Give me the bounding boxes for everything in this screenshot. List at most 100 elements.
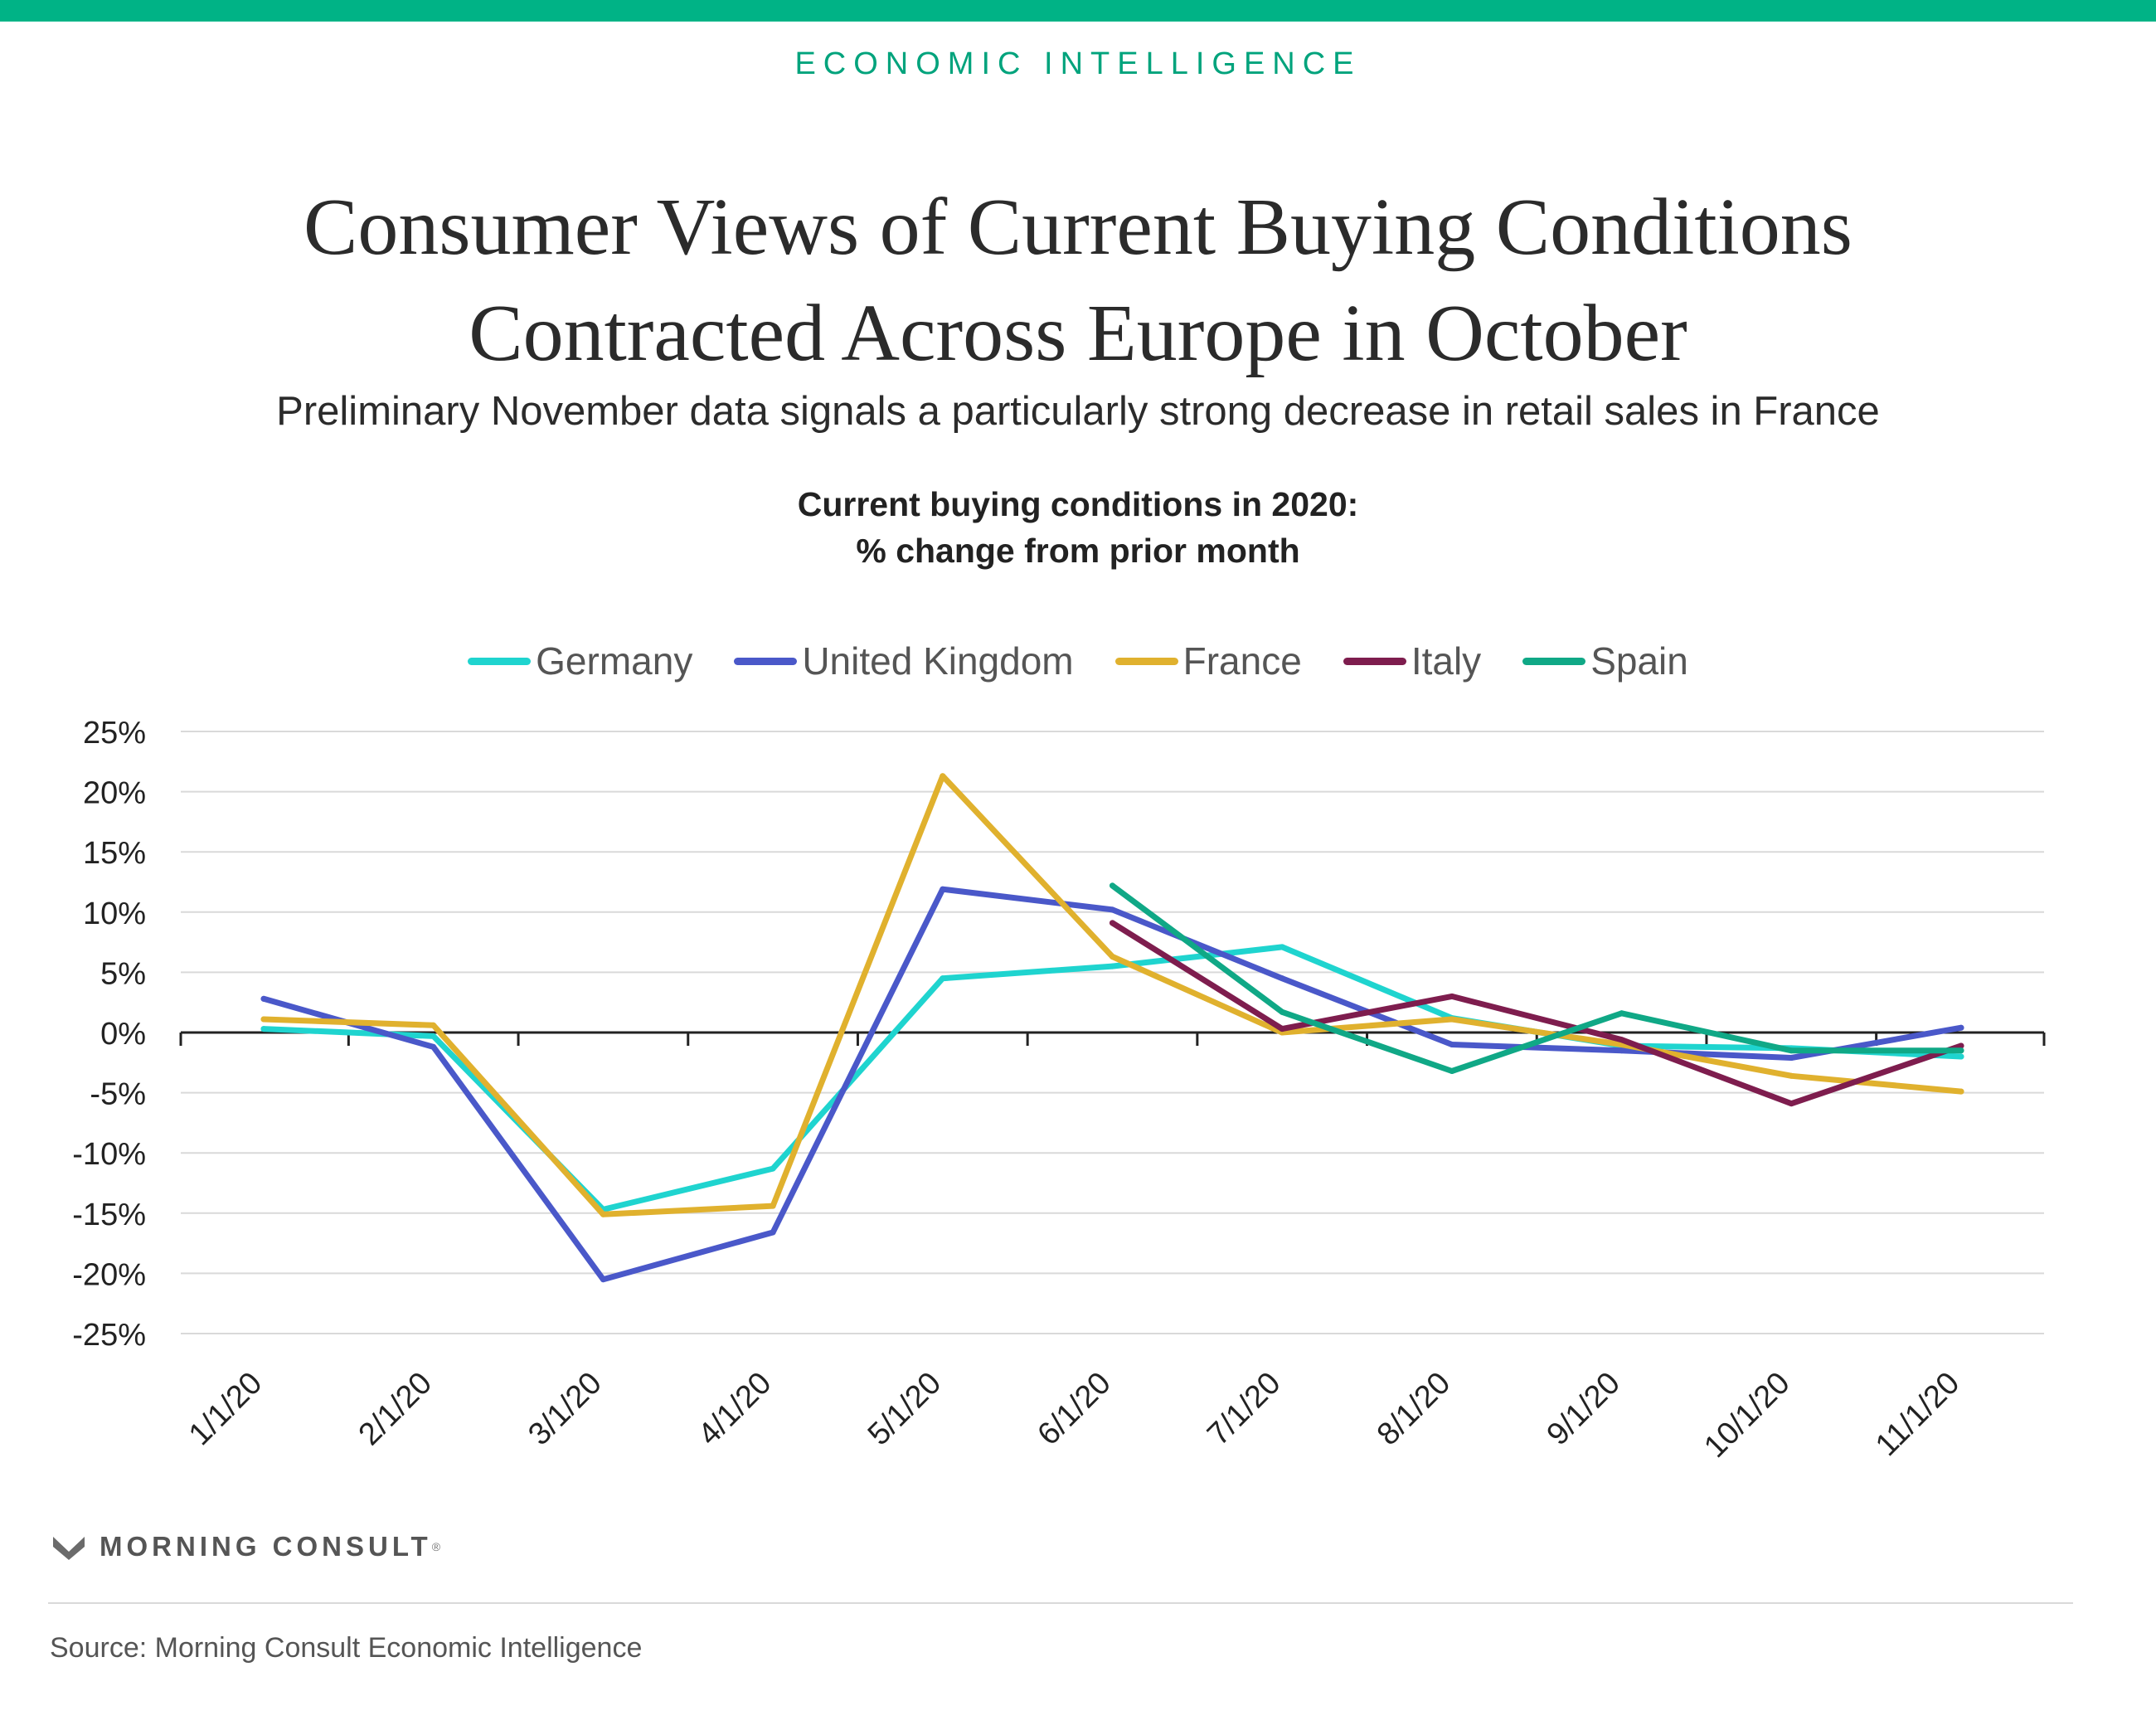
data-point bbox=[1958, 1047, 1964, 1054]
x-tick-label: 5/1/20 bbox=[862, 1366, 948, 1452]
legend-label: United Kingdom bbox=[802, 639, 1074, 683]
data-point bbox=[600, 1276, 606, 1283]
footer-divider bbox=[48, 1602, 2073, 1604]
chart-title: Current buying conditions in 2020: % cha… bbox=[0, 481, 2156, 574]
legend-swatch bbox=[1343, 657, 1406, 665]
y-tick-label: -20% bbox=[72, 1257, 146, 1292]
data-point bbox=[1449, 1067, 1455, 1074]
y-tick-label: 15% bbox=[83, 836, 146, 871]
x-axis-tick-labels: 1/1/20 2/1/20 3/1/20 4/1/20 5/1/20 6/1/20 7/1/… bbox=[182, 1366, 1966, 1465]
brand-registered-mark: ® bbox=[431, 1540, 441, 1553]
data-point bbox=[1279, 975, 1285, 982]
data-point bbox=[1958, 1088, 1964, 1095]
legend-label: France bbox=[1182, 639, 1302, 683]
x-tick-label: 2/1/20 bbox=[352, 1366, 439, 1452]
legend-swatch bbox=[468, 657, 532, 665]
data-point bbox=[1788, 1054, 1794, 1061]
line-chart: 25% 20% 15% 10% 5% 0% -5% -10% -15% -20% -25% 1/1/… bbox=[72, 716, 2046, 1465]
data-point bbox=[430, 1022, 437, 1028]
data-point bbox=[600, 1211, 606, 1217]
source-note: Source: Morning Consult Economic Intelli… bbox=[50, 1632, 643, 1664]
legend-swatch bbox=[1522, 657, 1586, 665]
y-tick-label: 25% bbox=[83, 716, 146, 751]
data-point bbox=[1788, 1047, 1794, 1054]
series-line-france bbox=[260, 773, 1964, 1217]
x-tick-label: 10/1/20 bbox=[1697, 1366, 1796, 1465]
data-point bbox=[1619, 1037, 1625, 1043]
data-point bbox=[1110, 882, 1115, 889]
chart-title-line-2: % change from prior month bbox=[856, 532, 1300, 570]
legend-label: Italy bbox=[1411, 639, 1482, 683]
data-point bbox=[1449, 1042, 1455, 1048]
data-point bbox=[1279, 944, 1285, 950]
y-tick-label: -10% bbox=[72, 1137, 146, 1172]
series-line-germany bbox=[260, 944, 1964, 1212]
legend-label: Germany bbox=[536, 639, 693, 683]
y-tick-label: -25% bbox=[72, 1318, 146, 1353]
legend-swatch bbox=[1114, 657, 1178, 665]
legend-swatch bbox=[734, 657, 798, 665]
top-accent-bar bbox=[0, 0, 2156, 22]
data-point bbox=[1449, 993, 1455, 999]
series-lines bbox=[260, 773, 1964, 1283]
data-point bbox=[1279, 1026, 1285, 1033]
brand-footer: MORNING CONSULT ® bbox=[51, 1531, 440, 1562]
y-axis-tick-labels: 25% 20% 15% 10% 5% 0% -5% -10% -15% -20% -25% bbox=[72, 716, 146, 1353]
data-point bbox=[1110, 963, 1115, 969]
chart-legend: Germany United Kingdom France Italy Spain bbox=[0, 639, 2156, 683]
data-point bbox=[1958, 1024, 1964, 1031]
legend-item: Italy bbox=[1343, 639, 1481, 683]
y-tick-label: 20% bbox=[83, 776, 146, 811]
data-point bbox=[1788, 1101, 1794, 1107]
x-tick-label: 1/1/20 bbox=[182, 1366, 269, 1452]
data-point bbox=[770, 1165, 776, 1172]
morning-consult-chevron-logo-icon bbox=[53, 1537, 85, 1560]
x-tick-label: 9/1/20 bbox=[1541, 1366, 1627, 1452]
data-point bbox=[940, 773, 946, 780]
x-tick-label: 6/1/20 bbox=[1031, 1366, 1117, 1452]
legend-item: France bbox=[1114, 639, 1302, 683]
series-line-italy bbox=[1110, 920, 1964, 1107]
chart-title-line-1: Current buying conditions in 2020: bbox=[797, 485, 1359, 523]
data-point bbox=[1449, 1016, 1455, 1023]
page-subtitle: Preliminary November data signals a part… bbox=[276, 389, 1880, 434]
data-point bbox=[1958, 1042, 1964, 1049]
data-point bbox=[1110, 920, 1115, 926]
legend-label: Spain bbox=[1590, 639, 1688, 683]
brand-name: MORNING CONSULT bbox=[100, 1531, 432, 1562]
title-line-2: Contracted Across Europe in October bbox=[469, 289, 1687, 378]
page-title: Consumer Views of Current Buying Conditi… bbox=[0, 174, 2156, 386]
x-tick-label: 4/1/20 bbox=[692, 1366, 778, 1452]
data-point bbox=[1788, 1072, 1794, 1079]
data-point bbox=[260, 995, 267, 1002]
section-eyebrow: ECONOMIC INTELLIGENCE bbox=[794, 46, 1362, 81]
data-point bbox=[940, 975, 946, 982]
data-point bbox=[1958, 1053, 1964, 1060]
data-point bbox=[1110, 954, 1115, 960]
legend-item: Germany bbox=[468, 639, 692, 683]
data-point bbox=[1619, 1047, 1625, 1054]
data-point bbox=[430, 1033, 437, 1039]
data-point bbox=[1110, 906, 1115, 913]
y-tick-label: 5% bbox=[100, 956, 146, 991]
x-tick-label: 7/1/20 bbox=[1201, 1366, 1287, 1452]
data-point bbox=[1279, 1008, 1285, 1015]
data-point bbox=[1619, 1010, 1625, 1017]
y-tick-label: 0% bbox=[100, 1017, 146, 1052]
x-tick-label: 8/1/20 bbox=[1371, 1366, 1457, 1452]
title-line-1: Consumer Views of Current Buying Conditi… bbox=[303, 182, 1853, 272]
series-line-united-kingdom bbox=[260, 886, 1964, 1283]
y-tick-label: -5% bbox=[90, 1077, 146, 1112]
y-tick-label: -15% bbox=[72, 1198, 146, 1232]
data-point bbox=[430, 1043, 437, 1050]
legend-item: Spain bbox=[1522, 639, 1688, 683]
data-point bbox=[770, 1203, 776, 1209]
data-point bbox=[940, 886, 946, 892]
x-tick-label: 11/1/20 bbox=[1869, 1366, 1966, 1463]
data-point bbox=[260, 1026, 267, 1033]
legend-item: United Kingdom bbox=[734, 639, 1074, 683]
x-tick-label: 3/1/20 bbox=[522, 1366, 608, 1452]
data-point bbox=[770, 1229, 776, 1236]
y-tick-label: 10% bbox=[83, 897, 146, 931]
series-line-spain bbox=[1110, 882, 1964, 1074]
